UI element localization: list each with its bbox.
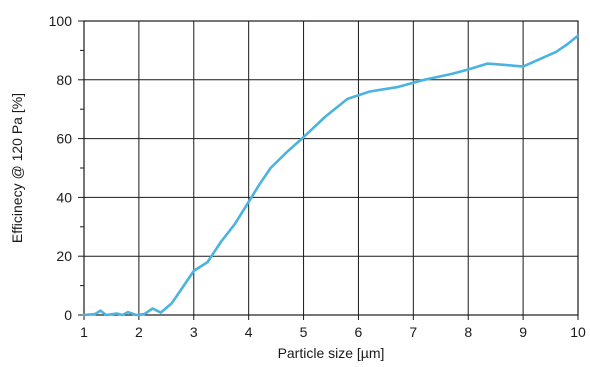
y-tick-label-4: 80 [56,72,72,88]
y-tick-label-3: 60 [56,131,72,147]
x-tick-label-4: 5 [300,324,308,340]
x-tick-label-3: 4 [245,324,253,340]
x-tick-label-7: 8 [464,324,472,340]
x-tick-label-6: 7 [409,324,417,340]
x-tick-label-2: 3 [190,324,198,340]
x-tick-label-0: 1 [80,324,88,340]
x-tick-label-1: 2 [135,324,143,340]
y-tick-label-0: 0 [64,307,72,323]
x-tick-label-9: 10 [570,324,586,340]
y-tick-label-1: 20 [56,248,72,264]
plot-frame [83,20,579,316]
x-tick-labels: 1 2 3 4 5 6 7 8 9 10 [80,324,586,340]
x-axis-label: Particle size [µm] [278,345,385,361]
series-layer [82,34,580,317]
y-tick-label-2: 40 [56,189,72,205]
x-tick-label-8: 9 [519,324,527,340]
y-tick-labels: 0 20 40 60 80 100 [49,13,73,323]
y-axis-label: Efficinecy @ 120 Pa [%] [9,93,25,243]
y-tick-label-5: 100 [49,13,73,29]
series-line-0 [82,34,580,317]
x-tick-label-5: 6 [355,324,363,340]
